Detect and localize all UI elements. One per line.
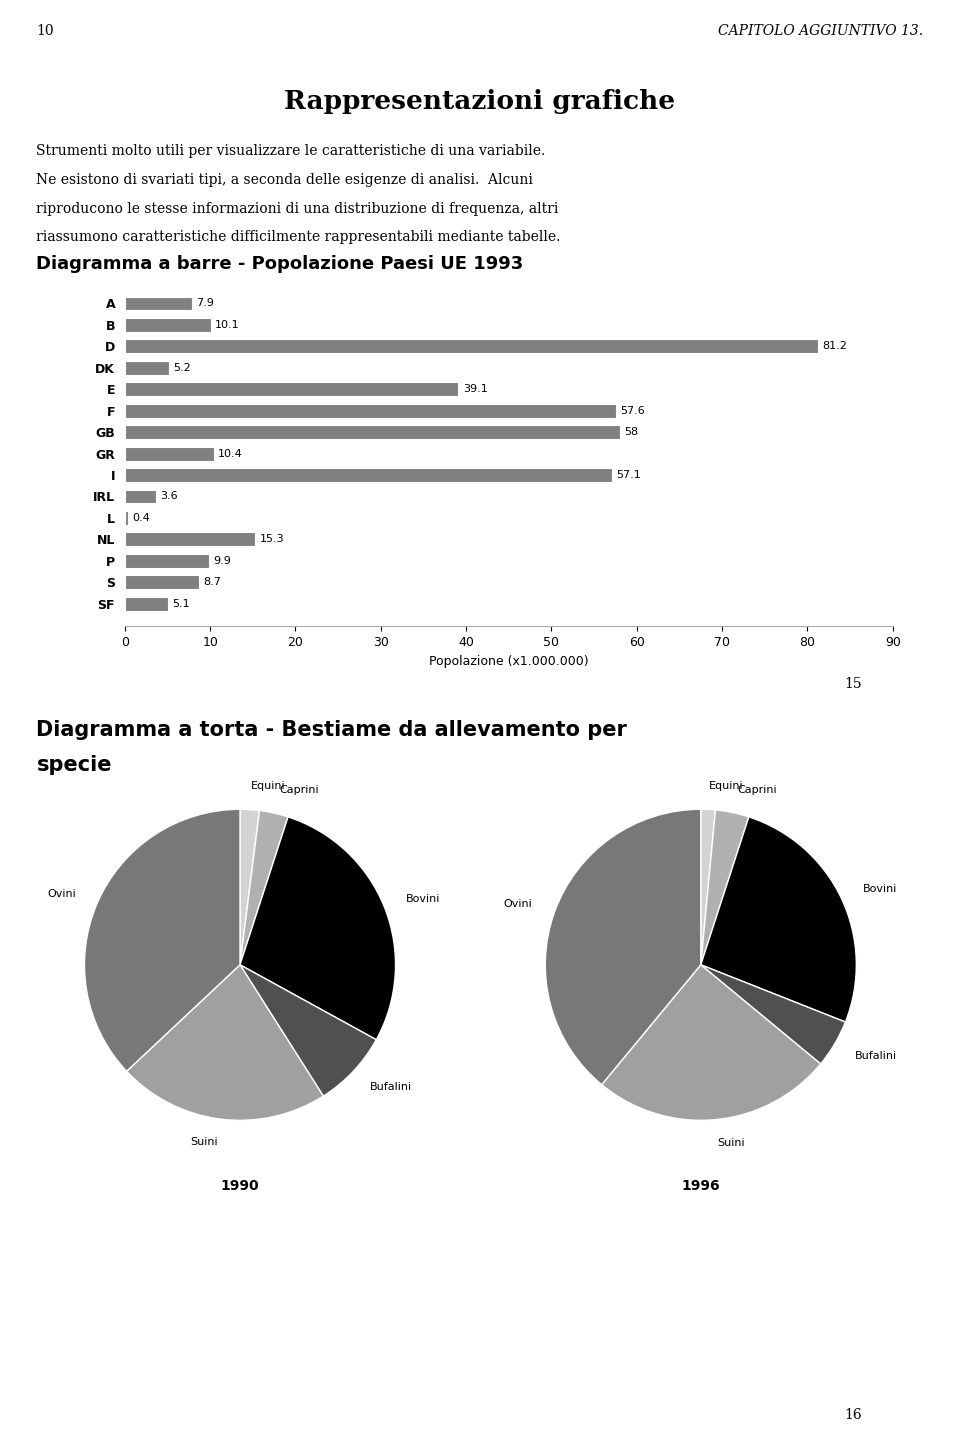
Bar (125, 361, 169, 374)
Text: Diagramma a barre - Popolazione Paesi UE 1993: Diagramma a barre - Popolazione Paesi UE… (36, 255, 524, 274)
Text: Diagramma a torta - Bestiame da allevamento per: Diagramma a torta - Bestiame da allevame… (36, 720, 627, 740)
Text: 57.6: 57.6 (620, 406, 645, 416)
Text: 0.4: 0.4 (132, 513, 150, 523)
Text: Bufalini: Bufalini (854, 1051, 897, 1061)
Text: 58: 58 (624, 428, 638, 438)
Bar (125, 340, 818, 353)
Text: Strumenti molto utili per visualizzare le caratteristiche di una variabile.: Strumenti molto utili per visualizzare l… (36, 144, 545, 158)
Wedge shape (545, 809, 701, 1084)
Text: Caprini: Caprini (279, 785, 319, 795)
Text: 81.2: 81.2 (822, 341, 847, 351)
Text: Suini: Suini (718, 1138, 745, 1148)
X-axis label: Popolazione (x1.000.000): Popolazione (x1.000.000) (429, 655, 588, 668)
Wedge shape (127, 965, 324, 1120)
Text: CAPITOLO AGGIUNTIVO 13.: CAPITOLO AGGIUNTIVO 13. (718, 24, 924, 39)
Wedge shape (84, 809, 240, 1071)
Text: Rappresentazioni grafiche: Rappresentazioni grafiche (284, 89, 676, 114)
Wedge shape (701, 816, 856, 1022)
Bar (125, 596, 168, 611)
Text: 15.3: 15.3 (259, 534, 284, 544)
Wedge shape (701, 965, 846, 1064)
Text: 7.9: 7.9 (197, 298, 214, 308)
Text: 5.2: 5.2 (174, 363, 191, 373)
Text: Equini: Equini (709, 780, 744, 791)
Text: 10.4: 10.4 (218, 449, 243, 458)
Wedge shape (701, 809, 749, 965)
Text: 57.1: 57.1 (616, 469, 641, 480)
Text: Bufalini: Bufalini (371, 1083, 413, 1092)
Text: 10: 10 (36, 24, 54, 39)
Bar (125, 425, 620, 439)
Bar (125, 297, 192, 311)
Bar (125, 318, 211, 331)
Text: 1990: 1990 (221, 1178, 259, 1192)
Bar (125, 533, 255, 546)
Text: 39.1: 39.1 (463, 384, 488, 395)
Text: 8.7: 8.7 (204, 577, 221, 588)
Text: Ne esistono di svariati tipi, a seconda delle esigenze di analisi.  Alcuni: Ne esistono di svariati tipi, a seconda … (36, 173, 534, 187)
Text: 3.6: 3.6 (159, 491, 178, 501)
Bar (125, 576, 199, 589)
Bar (125, 446, 213, 461)
Text: Equini: Equini (252, 782, 286, 792)
Wedge shape (701, 809, 715, 965)
Text: 10.1: 10.1 (215, 320, 240, 330)
Wedge shape (240, 811, 288, 965)
Text: 9.9: 9.9 (213, 556, 231, 566)
Text: 15: 15 (845, 677, 862, 691)
Text: Bovini: Bovini (406, 894, 441, 904)
Text: specie: specie (36, 755, 112, 775)
Bar (125, 554, 209, 567)
Text: Caprini: Caprini (737, 785, 777, 795)
Wedge shape (240, 816, 396, 1040)
Text: Suini: Suini (190, 1138, 218, 1148)
Text: Ovini: Ovini (504, 899, 533, 909)
Wedge shape (602, 965, 821, 1120)
Bar (125, 468, 612, 482)
Wedge shape (240, 965, 376, 1096)
Text: 1996: 1996 (682, 1178, 720, 1192)
Text: 16: 16 (845, 1408, 862, 1423)
Text: Bovini: Bovini (863, 884, 897, 894)
Bar (125, 490, 156, 504)
Text: 5.1: 5.1 (173, 599, 190, 609)
Bar (125, 511, 129, 526)
Text: riproducono le stesse informazioni di una distribuzione di frequenza, altri: riproducono le stesse informazioni di un… (36, 202, 559, 216)
Bar (125, 403, 616, 418)
Text: riassumono caratteristiche difficilmente rappresentabili mediante tabelle.: riassumono caratteristiche difficilmente… (36, 230, 561, 245)
Bar (125, 382, 459, 396)
Wedge shape (240, 809, 259, 965)
Text: Ovini: Ovini (47, 888, 76, 899)
